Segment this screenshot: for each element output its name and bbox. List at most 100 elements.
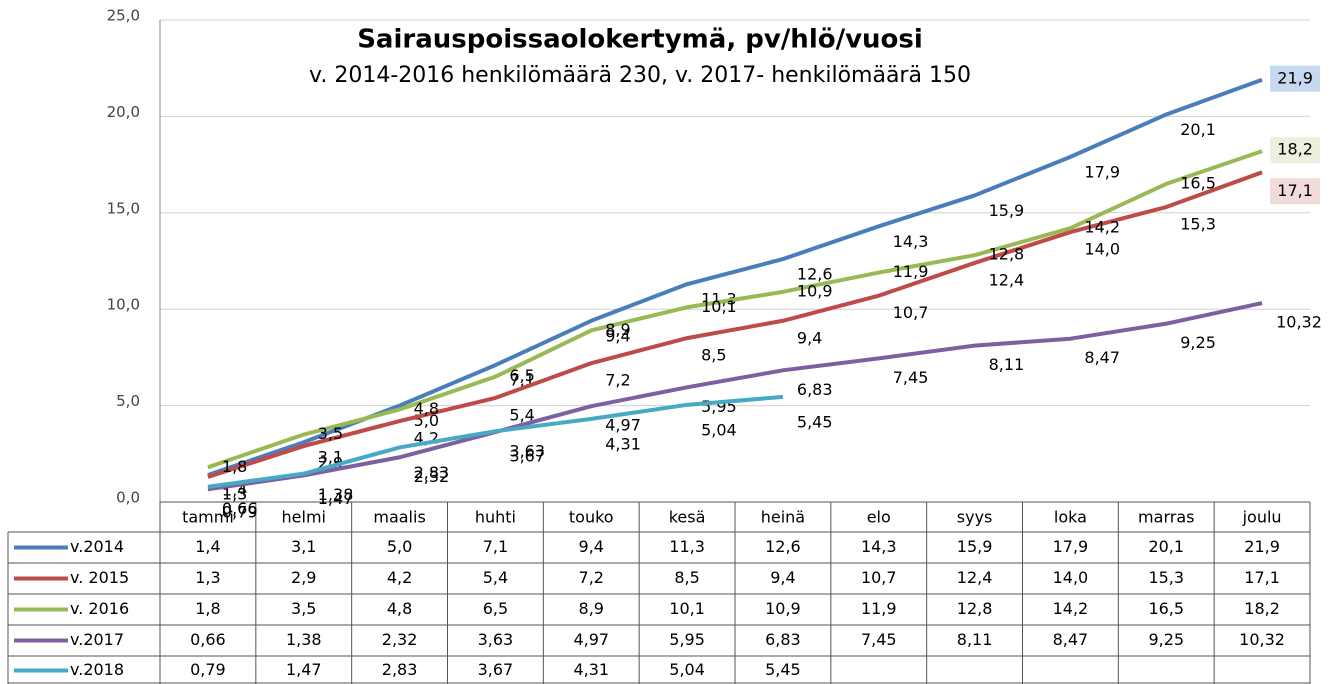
chart-title: Sairauspoissaolokertymä, pv/hlö/vuosi [357,25,923,55]
series-line [207,394,784,489]
table-cell: 11,3 [669,537,705,556]
x-tick-label: loka [1054,508,1087,527]
data-label: 9,25 [1180,333,1216,352]
data-label: 5,45 [797,412,833,431]
legend-label: v. 2015 [70,568,129,587]
x-tick-label: syys [957,508,993,527]
data-label: 4,31 [605,434,641,453]
data-label: 15,9 [989,201,1025,220]
table-cell: 10,32 [1239,630,1285,649]
data-label-box [1270,65,1321,92]
chart-subtitle: v. 2014-2016 henkilömäärä 230, v. 2017- … [309,63,971,88]
data-label: 3,63 [509,442,545,461]
table-cell: 0,79 [190,660,226,679]
table-cell: 5,95 [669,630,705,649]
data-label: 7,2 [605,371,630,390]
data-label: 8,5 [701,346,726,365]
table-cell: 6,83 [765,630,801,649]
table-cell: 14,2 [1053,599,1089,618]
data-label: 18,2 [1277,140,1313,159]
table-cell: 5,0 [387,537,412,556]
table-cell: 14,3 [861,537,897,556]
y-tick-label: 5,0 [116,392,140,410]
x-tick-label: tammi [182,508,234,527]
table-cell: 8,47 [1053,630,1089,649]
data-label: 10,7 [893,303,929,322]
x-tick-label: kesä [669,508,706,527]
table-cell: 4,2 [387,568,412,587]
table-cell: 1,8 [195,599,220,618]
x-tick-label: huhti [475,508,516,527]
data-label: 8,47 [1084,348,1120,367]
data-label: 6,83 [797,380,833,399]
data-label: 1,8 [222,457,247,476]
table-cell: 1,47 [286,660,322,679]
data-label: 16,5 [1180,173,1216,192]
y-tick-label: 0,0 [116,489,140,507]
table-cell: 2,32 [382,630,418,649]
table-cell: 17,9 [1053,537,1089,556]
data-label: 8,11 [989,355,1025,374]
data-label: 9,4 [605,326,630,345]
data-label: 11,9 [893,262,929,281]
table-cell: 5,45 [765,660,801,679]
table-cell: 8,5 [674,568,699,587]
table-cell: 21,9 [1244,537,1280,556]
data-label: 5,04 [701,420,737,439]
x-tick-label: maalis [373,508,425,527]
data-label: 0,79 [222,502,258,521]
table-cell: 5,4 [483,568,508,587]
table-cell: 6,5 [483,599,508,618]
data-label-box [1270,137,1321,164]
table-cell: 2,83 [382,660,418,679]
data-label: 8,9 [605,320,630,339]
data-label: 2,83 [414,463,450,482]
table-cell: 7,2 [579,568,604,587]
table-cell: 11,9 [861,599,897,618]
data-label: 0,66 [222,499,258,518]
table-cell: 3,1 [291,537,316,556]
data-label: 4,8 [414,399,439,418]
data-label: 10,1 [701,297,737,316]
data-label: 14,0 [1084,240,1120,259]
data-label: 5,4 [509,405,534,424]
series-line [207,149,1263,470]
data-label: 21,9 [1277,68,1313,87]
data-label: 1,47 [318,489,354,508]
legend-label: v. 2016 [70,599,129,618]
table-cell: 1,38 [286,630,322,649]
table-cell: 9,4 [770,568,795,587]
table-cell: 8,11 [957,630,993,649]
table-cell: 10,9 [765,599,801,618]
data-label: 14,3 [893,232,929,251]
table-cell: 15,9 [957,537,993,556]
table-cell: 17,1 [1244,568,1280,587]
legend-label: v.2014 [70,537,124,556]
x-tick-label: marras [1138,508,1194,527]
series-line [207,301,1263,492]
table-cell: 9,25 [1148,630,1184,649]
table-cell: 16,5 [1148,599,1184,618]
table-cell: 15,3 [1148,568,1184,587]
x-tick-label: heinä [761,508,805,527]
legend-label: v.2017 [70,630,124,649]
y-tick-label: 10,0 [107,296,140,314]
x-tick-label: helmi [282,508,326,527]
table-cell: 12,6 [765,537,801,556]
table-cell: 4,8 [387,599,412,618]
data-label: 6,5 [509,366,534,385]
table-cell: 18,2 [1244,599,1280,618]
table-cell: 1,3 [195,568,220,587]
data-label: 1,38 [318,485,354,504]
x-tick-label: elo [867,508,891,527]
series-line [207,170,1263,479]
legend-label: v.2018 [70,660,124,679]
table-cell: 7,45 [861,630,897,649]
data-label: 10,9 [797,281,833,300]
table-cell: 3,5 [291,599,316,618]
table-cell: 3,63 [478,630,514,649]
data-label: 9,4 [797,328,822,347]
table-cell: 0,66 [190,630,226,649]
x-tick-label: touko [569,508,614,527]
